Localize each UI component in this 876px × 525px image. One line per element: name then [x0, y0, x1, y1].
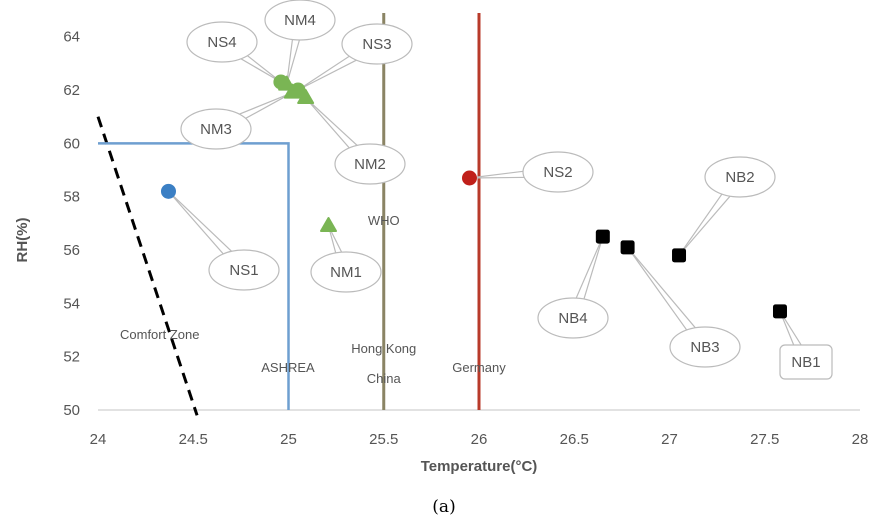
callout-label: NM1 [330, 264, 362, 281]
germany-label: Germany [452, 360, 506, 375]
callout-label: NS4 [207, 34, 236, 51]
data-point-nm2 [297, 89, 315, 104]
reference-lines [96, 13, 481, 416]
callout-bubble [704, 156, 776, 198]
callout-label: NM2 [354, 156, 386, 173]
callout-bubble [522, 151, 594, 193]
x-tick-label: 24.5 [179, 431, 208, 448]
data-point-nm3 [283, 83, 301, 99]
callout-label: NB2 [725, 169, 754, 186]
callout-leaders [168, 18, 812, 366]
callout-label: NB1 [791, 354, 820, 371]
callout-bubble [310, 251, 382, 293]
callout-bubble [264, 0, 336, 41]
data-point-nb4 [595, 229, 610, 244]
data-point-nb2 [672, 248, 687, 263]
callout-bubble [186, 21, 258, 63]
x-tick-label: 27 [661, 431, 678, 448]
data-points [160, 74, 787, 319]
x-tick-label: 24 [90, 431, 107, 448]
callout-bubble [537, 297, 609, 339]
y-tick-label: 58 [63, 189, 80, 206]
callout-bubble [779, 344, 833, 380]
x-tick-label: 26 [471, 431, 488, 448]
reference-labels: Comfort Zone ASHREA WHO Hong Kong China Germa… [120, 213, 506, 386]
ashrea-label: ASHREA [261, 360, 315, 375]
figure-caption: (a) [432, 497, 455, 517]
y-axis-title: RH(%) [14, 218, 31, 263]
callout-label: NB4 [558, 310, 587, 327]
x-tick-label: 27.5 [750, 431, 779, 448]
who-hongkong-china-label: Hong Kong [351, 341, 416, 356]
y-tick-label: 52 [63, 349, 80, 366]
comfort-zone-line [96, 116, 199, 416]
callout-label: NS2 [543, 164, 572, 181]
x-tick-label: 25 [280, 431, 297, 448]
callout-bubble [334, 143, 406, 185]
data-point-nb3 [620, 240, 635, 255]
y-tick-label: 56 [63, 242, 80, 259]
data-point-ns1 [160, 183, 176, 199]
x-tick-label: 26.5 [560, 431, 589, 448]
ashrea-line [98, 142, 290, 410]
callout-label: NM3 [200, 121, 232, 138]
callout-bubble [669, 326, 741, 368]
callout-bubble [180, 108, 252, 150]
callout-label: NS3 [362, 36, 391, 53]
callout-label: NS1 [229, 262, 258, 279]
callout-label: NB3 [690, 339, 719, 356]
comfort-zone-label: Comfort Zone [120, 327, 199, 342]
x-tick-label: 25.5 [369, 431, 398, 448]
y-tick-label: 50 [63, 402, 80, 419]
y-tick-label: 54 [63, 295, 80, 312]
data-point-ns2 [461, 170, 477, 186]
who-hongkong-china-label: China [367, 371, 402, 386]
y-tick-label: 60 [63, 135, 80, 152]
callout-bubble [341, 23, 413, 65]
data-point-nb1 [772, 304, 787, 319]
data-point-nm1 [320, 217, 338, 232]
callout-label: NM4 [284, 12, 316, 29]
x-axis-title: Temperature(°C) [421, 458, 538, 475]
callouts: NS1 NS2 NS3 NS4 NM1 NM2 NM3 NM4 NB1 NB2 NB3 NB4 [180, 0, 833, 380]
data-point-nm4 [278, 75, 296, 91]
callout-bubble [208, 249, 280, 291]
x-tick-label: 28 [852, 431, 869, 448]
y-tick-label: 62 [63, 82, 80, 99]
y-tick-label: 64 [63, 29, 80, 46]
who-hongkong-china-label: WHO [368, 213, 400, 228]
tick-labels: 24 24.5 25 25.5 26 26.5 27 27.5 28 50 52 54 56 58 60 62… [63, 29, 868, 448]
